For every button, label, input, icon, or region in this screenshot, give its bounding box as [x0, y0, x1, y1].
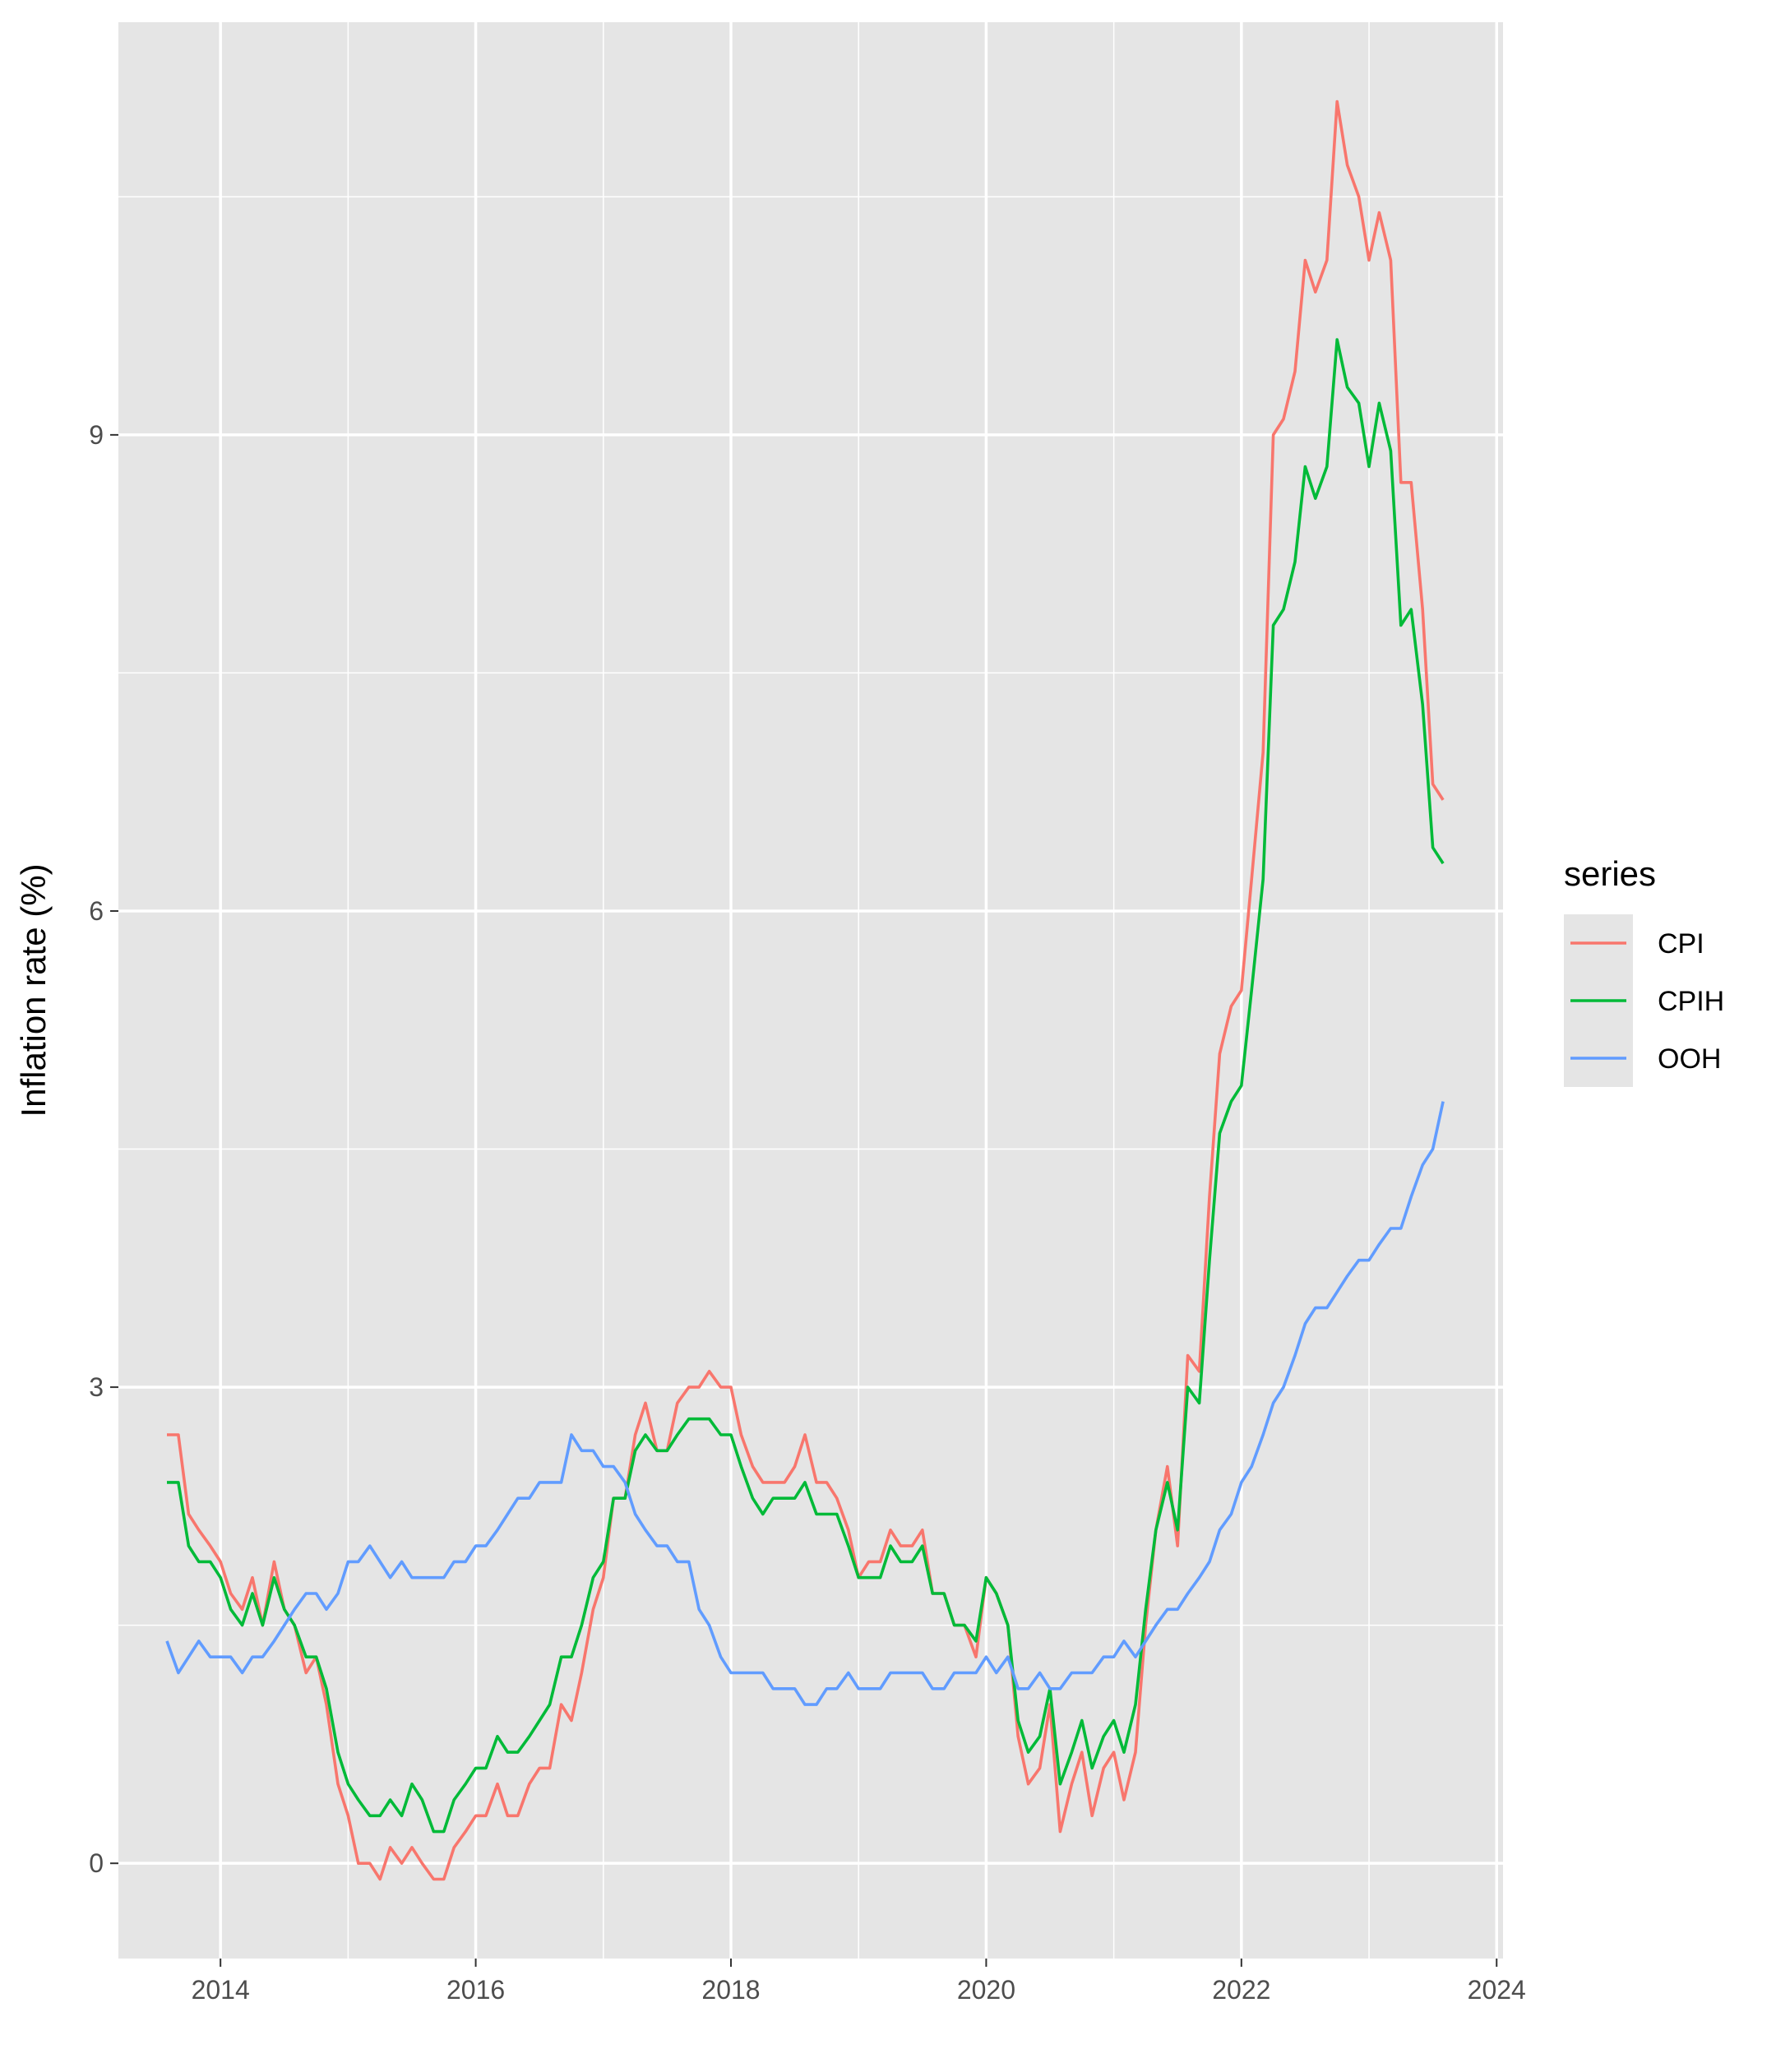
x-tick-label-2: 2018: [701, 1975, 760, 2005]
plot-panel: [118, 22, 1503, 1959]
x-tick-label-5: 2024: [1468, 1975, 1526, 2005]
y-tick-label-1: 3: [89, 1372, 104, 1402]
x-tick-label-4: 2022: [1212, 1975, 1270, 2005]
legend-label-cpi: CPI: [1658, 928, 1704, 960]
x-tick-label-0: 2014: [192, 1975, 250, 2005]
legend-label-ooh: OOH: [1658, 1043, 1721, 1075]
y-tick-label-2: 6: [89, 896, 104, 926]
legend-title: series: [1564, 854, 1656, 893]
x-tick-label-1: 2016: [446, 1975, 505, 2005]
series-line-cpi: [167, 99, 1445, 1881]
legend: series CPI CPIH OOH: [1564, 854, 1724, 1087]
y-tick-label-3: 9: [89, 420, 104, 450]
series-line-ooh: [165, 1101, 1445, 1706]
series-lines: [165, 99, 1445, 1881]
series-line-cpih: [167, 338, 1445, 1834]
y-axis: 0 3 6 9: [89, 420, 118, 1878]
x-tick-label-3: 2020: [957, 1975, 1015, 2005]
y-axis-title: Inflation rate (%): [14, 863, 53, 1117]
legend-label-cpih: CPIH: [1658, 986, 1724, 1017]
minor-gridlines: [118, 22, 1503, 1959]
x-axis: 2014 2016 2018 2020 2022 2024: [192, 1959, 1526, 2005]
y-tick-label-0: 0: [89, 1848, 104, 1878]
